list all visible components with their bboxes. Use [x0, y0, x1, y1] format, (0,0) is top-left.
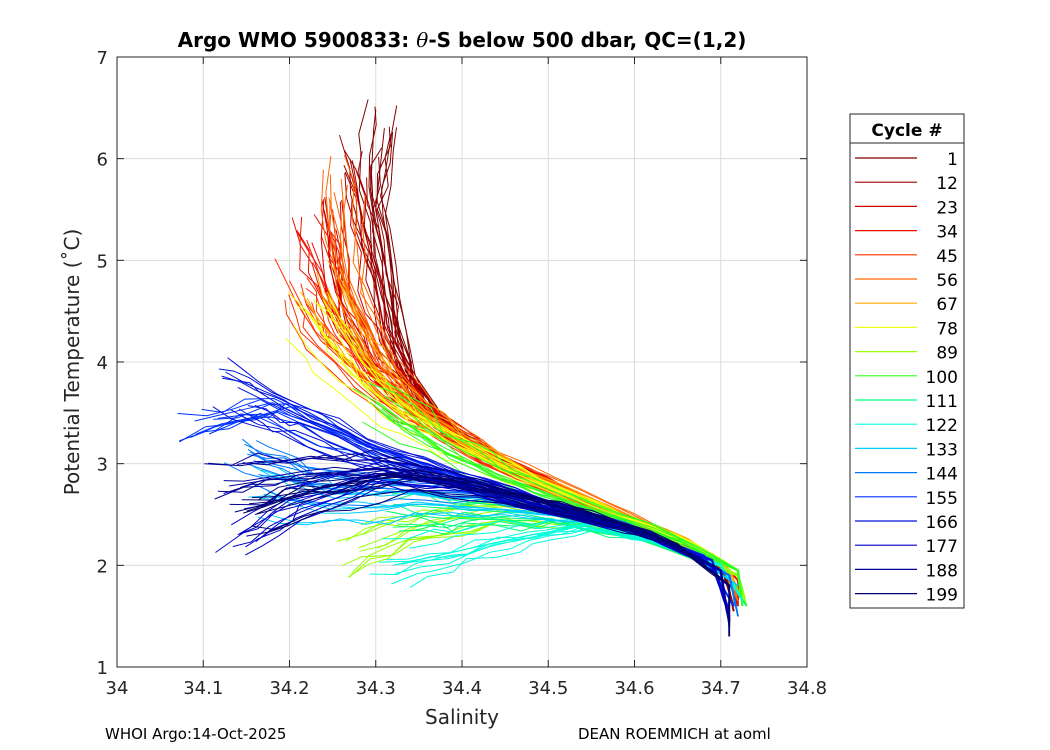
profile-line-cycle-199 [246, 488, 731, 637]
legend-label: 199 [926, 586, 958, 606]
legend-label: 111 [926, 392, 958, 412]
axis-ticks: 34 34.1 34.2 34.3 34.4 34.5 34.6 34.7 34.8123456… [97, 48, 827, 699]
legend-label: 89 [936, 344, 958, 364]
x-tick-label: 34.6 [614, 678, 654, 699]
profile-line-cycle-122 [395, 526, 743, 602]
legend-label: 133 [926, 440, 958, 460]
y-tick-label: 1 [97, 658, 108, 679]
x-tick-label: 34.2 [269, 678, 309, 699]
x-tick-label: 34.7 [701, 678, 741, 699]
legend-label: 67 [936, 295, 958, 315]
legend-label: 166 [926, 513, 958, 533]
legend-label: 177 [926, 537, 958, 557]
legend-label: 1 [947, 150, 958, 170]
profile-line-cycle-188 [214, 469, 731, 627]
profile-lines [177, 99, 748, 637]
profile-line-cycle-100 [381, 408, 743, 607]
profile-line-cycle-122 [392, 524, 743, 602]
chart-title: Argo WMO 5900833: θ-S below 500 dbar, QC… [178, 28, 747, 52]
footer-left: WHOI Argo:14-Oct-2025 [105, 725, 287, 743]
x-tick-label: 34.8 [787, 678, 827, 699]
profile-line-cycle-1 [376, 126, 735, 607]
legend-label: 144 [926, 465, 958, 485]
x-tick-label: 34.3 [356, 678, 396, 699]
legend-label: 188 [926, 561, 958, 581]
y-tick-label: 7 [97, 48, 108, 69]
profile-line-cycle-100 [378, 410, 743, 607]
x-tick-label: 34 [106, 678, 129, 699]
x-axis-label: Salinity [425, 705, 499, 729]
legend-label: 155 [926, 489, 958, 509]
legend-label: 122 [926, 416, 958, 436]
profile-line-cycle-188 [223, 463, 730, 627]
y-tick-label: 4 [97, 353, 108, 374]
footer-right: DEAN ROEMMICH at aoml [578, 725, 771, 743]
y-tick-label: 6 [97, 150, 108, 171]
legend-items: 1 12 23 34 45 56 67 78 89 100 111 122 133 144 155 166 17… [855, 150, 958, 606]
profile-line-cycle-78 [326, 292, 743, 607]
y-axis-label: Potential Temperature (˚C) [60, 229, 84, 496]
x-tick-label: 34.5 [528, 678, 568, 699]
x-tick-label: 34.1 [183, 678, 223, 699]
title-prefix: Argo WMO 5900833: [178, 28, 417, 52]
legend-label: 34 [936, 223, 958, 243]
profile-line-cycle-188 [242, 449, 731, 627]
y-tick-label: 2 [97, 556, 108, 577]
title-suffix: -S below 500 dbar, QC=(1,2) [428, 28, 746, 52]
legend-label: 12 [936, 174, 958, 194]
legend-label: 78 [936, 319, 958, 339]
legend-label: 56 [936, 271, 958, 291]
profile-line-cycle-199 [256, 475, 731, 637]
profile-line-cycle-133 [260, 469, 739, 587]
x-tick-label: 34.4 [442, 678, 482, 699]
profile-line-cycle-122 [409, 529, 744, 602]
title-theta: θ [416, 28, 428, 52]
legend-label: 23 [936, 198, 958, 218]
legend-label: 45 [936, 247, 958, 267]
y-tick-label: 5 [97, 251, 108, 272]
legend-label: 100 [926, 368, 958, 388]
grid-lines [116, 56, 808, 668]
y-tick-label: 3 [97, 455, 108, 476]
legend-title: Cycle # [871, 121, 942, 141]
profile-line-cycle-144 [253, 483, 739, 617]
legend-box [849, 113, 965, 609]
legend: Cycle # 1 12 23 34 45 56 67 78 89 100 111 122 133 144… [849, 113, 965, 609]
